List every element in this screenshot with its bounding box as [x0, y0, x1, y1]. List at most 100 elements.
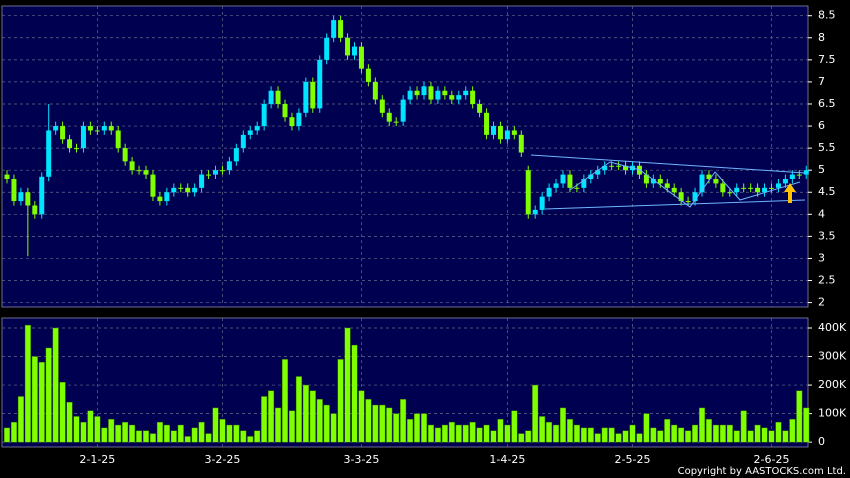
- candle-body: [39, 176, 45, 215]
- candle-body: [609, 165, 615, 167]
- y-tick-label: 8: [818, 31, 825, 44]
- candle-body: [532, 209, 538, 215]
- candle-body: [275, 90, 281, 104]
- volume-bar: [386, 407, 393, 443]
- candle-body: [616, 165, 622, 167]
- candle-body: [164, 192, 170, 202]
- candle-body: [46, 130, 52, 177]
- candle-body: [477, 103, 483, 113]
- candle-body: [150, 174, 156, 197]
- x-tick-label: 2-6-25: [754, 453, 790, 466]
- candle-body: [546, 187, 552, 197]
- price-panel: [1, 5, 809, 308]
- candle-body: [67, 139, 73, 149]
- candle-body: [678, 192, 684, 202]
- volume-bar: [177, 424, 184, 443]
- volume-bar: [163, 424, 170, 443]
- candle-body: [748, 187, 754, 189]
- volume-bar: [448, 421, 455, 443]
- volume-bar: [796, 390, 803, 443]
- volume-bar: [400, 399, 407, 443]
- candle-body: [101, 126, 107, 131]
- candle-body: [456, 95, 462, 100]
- candle-body: [129, 161, 135, 171]
- candle-body: [741, 187, 747, 189]
- candle-body: [171, 187, 177, 193]
- volume-bar: [268, 390, 275, 443]
- candle-body: [713, 179, 719, 184]
- y-tick-label: 5.5: [818, 141, 836, 154]
- candle-body: [657, 179, 663, 184]
- candle-body: [484, 112, 490, 135]
- volume-bar: [122, 421, 129, 443]
- candle-body: [296, 112, 302, 127]
- candle-body: [706, 174, 712, 180]
- candle-body: [226, 161, 232, 171]
- volume-bar: [52, 327, 59, 443]
- volume-bar: [344, 327, 351, 443]
- candle-body: [11, 179, 17, 202]
- volume-bar: [233, 424, 240, 443]
- volume-bar: [337, 359, 344, 443]
- candle-body: [421, 86, 427, 96]
- candle-body: [755, 187, 761, 193]
- volume-bar: [330, 413, 337, 443]
- volume-bar: [170, 430, 177, 443]
- volume-bar: [775, 421, 782, 443]
- volume-bar: [10, 421, 17, 443]
- volume-bar: [671, 424, 678, 443]
- candle-body: [414, 90, 420, 96]
- x-tick-label: 3-3-25: [343, 453, 379, 466]
- candle-body: [699, 174, 705, 193]
- candle-body: [407, 90, 413, 100]
- volume-bar: [594, 433, 601, 443]
- volume-bar: [149, 433, 156, 443]
- candle-body: [303, 81, 309, 113]
- candle-body: [358, 46, 364, 69]
- candle-body: [518, 134, 524, 153]
- volume-bar: [546, 421, 553, 443]
- volume-bar: [497, 419, 504, 443]
- volume-bar: [59, 382, 66, 443]
- candle-body: [53, 126, 59, 131]
- volume-bar: [580, 427, 587, 443]
- candle-body: [511, 130, 517, 135]
- volume-bar: [372, 404, 379, 443]
- copyright: Copyright by AASTOCKS.com Ltd.: [678, 466, 846, 477]
- volume-bar: [136, 430, 143, 443]
- candle-body: [282, 103, 288, 118]
- y-tick-label: 7: [818, 75, 825, 88]
- y-tick-label: 0: [818, 435, 825, 448]
- volume-bar: [212, 407, 219, 443]
- candle-body: [206, 174, 212, 176]
- candle-body: [331, 20, 337, 38]
- volume-bar: [247, 436, 254, 443]
- candle-body: [602, 165, 608, 171]
- volume-bar: [3, 427, 10, 443]
- candle-body: [199, 174, 205, 188]
- volume-bar: [393, 413, 400, 443]
- candle-body: [643, 174, 649, 184]
- volume-bar: [80, 421, 87, 443]
- volume-bar: [511, 410, 518, 443]
- volume-bar: [650, 427, 657, 443]
- y-tick-label: 5: [818, 163, 825, 176]
- volume-bar: [205, 433, 212, 443]
- volume-bar: [414, 413, 421, 443]
- y-tick-label: 4.5: [818, 185, 836, 198]
- candle-body: [789, 174, 795, 180]
- candle-body: [574, 187, 580, 189]
- arrow-icon: [784, 183, 796, 203]
- volume-bar: [504, 424, 511, 443]
- volume-bar: [323, 404, 330, 443]
- volume-bar: [379, 404, 386, 443]
- candle-body: [25, 192, 31, 206]
- volume-bar: [282, 359, 289, 443]
- candle-body: [595, 170, 601, 175]
- candle-body: [525, 170, 531, 215]
- candle-body: [775, 183, 781, 188]
- candle-body: [491, 126, 496, 135]
- candle-body: [32, 205, 38, 215]
- volume-bar: [316, 399, 323, 443]
